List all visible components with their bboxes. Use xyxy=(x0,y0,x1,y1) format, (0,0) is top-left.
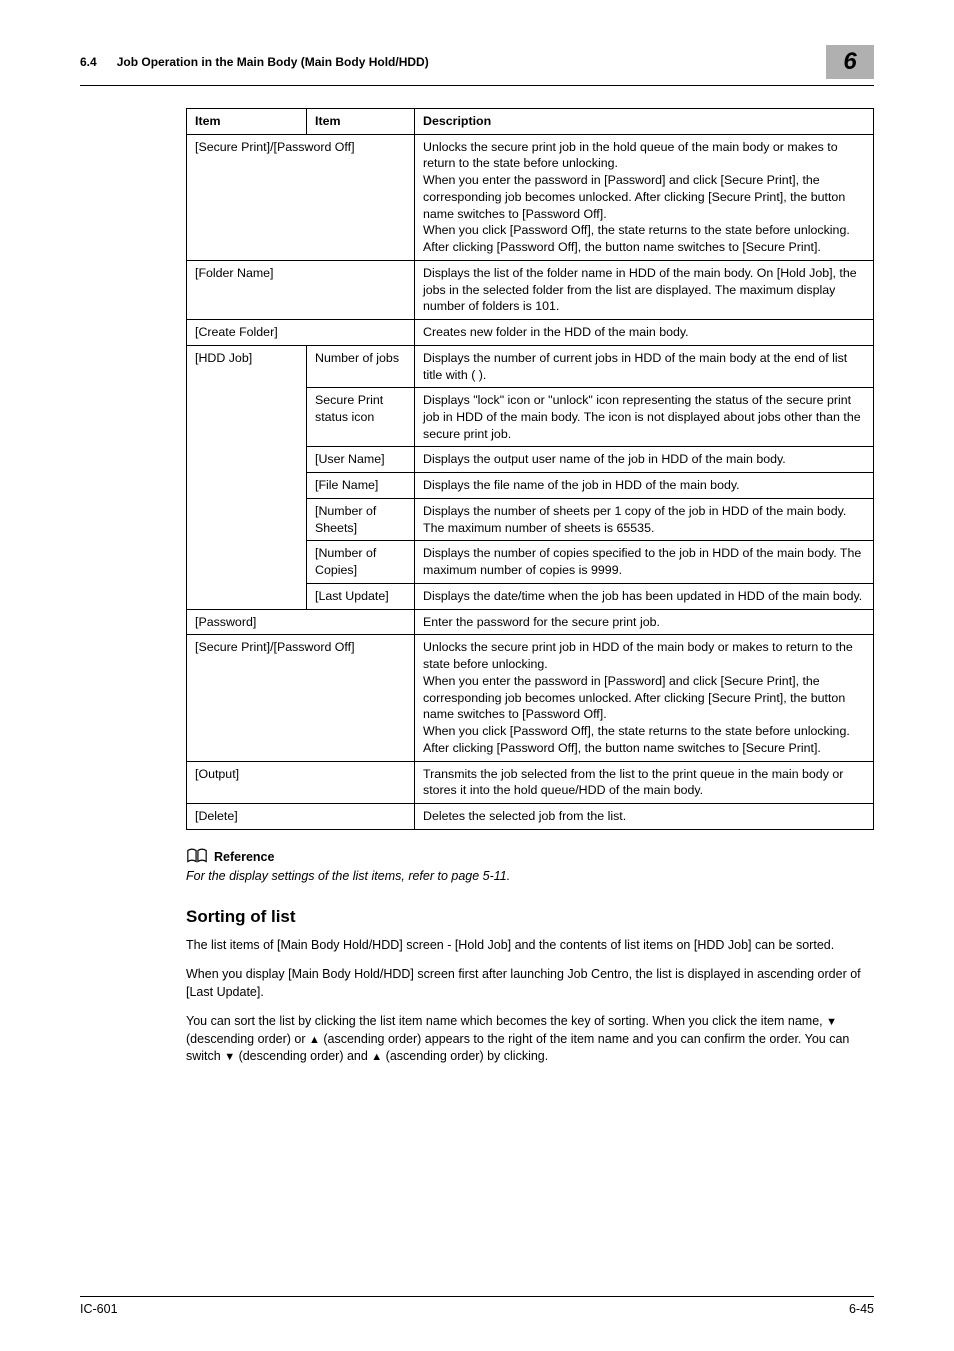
reference-title: Reference xyxy=(214,850,274,864)
sub-item-cell: [Number of Copies] xyxy=(307,541,415,583)
desc-cell: Displays "lock" icon or "unlock" icon re… xyxy=(415,388,874,447)
desc-cell: Enter the password for the secure print … xyxy=(415,609,874,635)
desc-cell: Displays the number of current jobs in H… xyxy=(415,345,874,387)
desc-cell: Displays the number of sheets per 1 copy… xyxy=(415,498,874,540)
chapter-number: 6 xyxy=(843,48,856,76)
section-heading: 6.4 Job Operation in the Main Body (Main… xyxy=(80,55,429,69)
section-title: Job Operation in the Main Body (Main Bod… xyxy=(117,55,429,69)
page-header: 6.4 Job Operation in the Main Body (Main… xyxy=(80,45,874,79)
book-icon xyxy=(186,848,208,867)
table-row: [Secure Print]/[Password Off] Unlocks th… xyxy=(187,635,874,761)
sub-item-cell: [Number of Sheets] xyxy=(307,498,415,540)
item-cell: [Password] xyxy=(187,609,415,635)
sorting-heading: Sorting of list xyxy=(186,907,874,927)
desc-cell: Unlocks the secure print job in the hold… xyxy=(415,134,874,260)
triangle-up-icon: ▲ xyxy=(309,1034,320,1046)
reference-body: For the display settings of the list ite… xyxy=(186,869,874,883)
text: (descending order) or xyxy=(186,1032,309,1046)
footer-product: IC-601 xyxy=(80,1302,118,1316)
triangle-down-icon: ▼ xyxy=(224,1051,235,1063)
sorting-para-3: You can sort the list by clicking the li… xyxy=(186,1013,874,1066)
table-row: [HDD Job] Number of jobs Displays the nu… xyxy=(187,345,874,387)
sub-item-cell: Number of jobs xyxy=(307,345,415,387)
th-item2: Item xyxy=(307,109,415,135)
sub-item-cell: Secure Print status icon xyxy=(307,388,415,447)
desc-cell: Transmits the job selected from the list… xyxy=(415,761,874,803)
reference-block: Reference For the display settings of th… xyxy=(186,848,874,883)
sub-item-cell: [File Name] xyxy=(307,473,415,499)
section-number: 6.4 xyxy=(80,55,97,69)
sorting-para-2: When you display [Main Body Hold/HDD] sc… xyxy=(186,966,874,1001)
text: (descending order) and xyxy=(235,1049,371,1063)
desc-cell: Displays the date/time when the job has … xyxy=(415,583,874,609)
th-desc: Description xyxy=(415,109,874,135)
th-item1: Item xyxy=(187,109,307,135)
triangle-down-icon: ▼ xyxy=(826,1016,837,1028)
desc-cell: Displays the file name of the job in HDD… xyxy=(415,473,874,499)
item-cell: [Create Folder] xyxy=(187,320,415,346)
item-cell: [Secure Print]/[Password Off] xyxy=(187,134,415,260)
table-row: [Delete] Deletes the selected job from t… xyxy=(187,803,874,829)
item-cell: [Secure Print]/[Password Off] xyxy=(187,635,415,761)
table-row: [Secure Print]/[Password Off] Unlocks th… xyxy=(187,134,874,260)
content-area: Item Item Description [Secure Print]/[Pa… xyxy=(186,108,874,1066)
footer-page-number: 6-45 xyxy=(849,1302,874,1316)
chapter-badge: 6 xyxy=(826,45,874,79)
item-cell: [Output] xyxy=(187,761,415,803)
sub-item-cell: [User Name] xyxy=(307,447,415,473)
item-cell: [HDD Job] xyxy=(187,345,307,609)
table-head-row: Item Item Description xyxy=(187,109,874,135)
desc-cell: Deletes the selected job from the list. xyxy=(415,803,874,829)
table-row: [Folder Name] Displays the list of the f… xyxy=(187,260,874,319)
triangle-up-icon: ▲ xyxy=(371,1051,382,1063)
desc-cell: Unlocks the secure print job in HDD of t… xyxy=(415,635,874,761)
page: 6.4 Job Operation in the Main Body (Main… xyxy=(0,0,954,1351)
item-cell: [Delete] xyxy=(187,803,415,829)
description-table: Item Item Description [Secure Print]/[Pa… xyxy=(186,108,874,830)
sub-item-cell: [Last Update] xyxy=(307,583,415,609)
page-footer: IC-601 6-45 xyxy=(80,1296,874,1316)
table-row: [Output] Transmits the job selected from… xyxy=(187,761,874,803)
text: You can sort the list by clicking the li… xyxy=(186,1014,826,1028)
header-rule xyxy=(80,85,874,86)
desc-cell: Displays the list of the folder name in … xyxy=(415,260,874,319)
desc-cell: Displays the output user name of the job… xyxy=(415,447,874,473)
reference-title-row: Reference xyxy=(186,848,274,867)
text: (ascending order) by clicking. xyxy=(382,1049,548,1063)
table-row: [Create Folder] Creates new folder in th… xyxy=(187,320,874,346)
sorting-para-1: The list items of [Main Body Hold/HDD] s… xyxy=(186,937,874,955)
desc-cell: Creates new folder in the HDD of the mai… xyxy=(415,320,874,346)
desc-cell: Displays the number of copies specified … xyxy=(415,541,874,583)
table-row: [Password] Enter the password for the se… xyxy=(187,609,874,635)
item-cell: [Folder Name] xyxy=(187,260,415,319)
